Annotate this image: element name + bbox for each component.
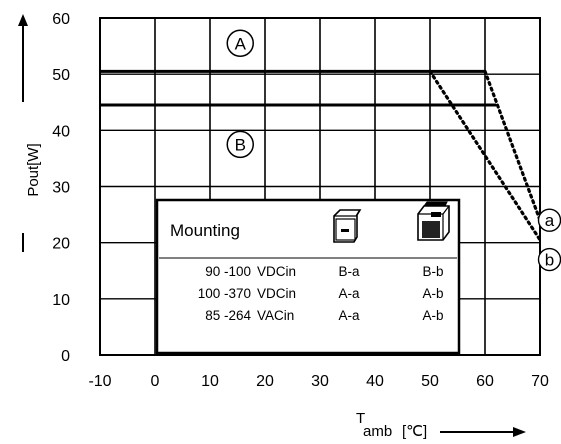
row-horizontal-mount-class: A-a <box>338 286 360 301</box>
x-tick-label: 10 <box>201 373 219 390</box>
y-axis-title: Pout[W] <box>18 14 42 252</box>
y-tick-label: 20 <box>52 236 70 253</box>
y-tick-label: 40 <box>52 123 70 140</box>
mounting-table: Mounting 90 -100 VDCin B-a B-b 100 -370 VDCin… <box>155 198 461 355</box>
plot-frame <box>99 17 541 356</box>
x-axis-label-main: T <box>356 410 365 427</box>
plot-curves <box>100 69 540 242</box>
vertical-mount-icon <box>417 201 450 241</box>
horizontal-mount-icon <box>333 209 362 243</box>
y-axis-arrowhead-icon <box>18 14 28 26</box>
x-tick-label: 30 <box>311 373 329 390</box>
region-B-circle <box>226 130 254 159</box>
region-B-label: B <box>235 135 246 154</box>
row-input-type: VDCin <box>257 286 296 301</box>
x-axis-arrowhead-icon <box>513 427 526 437</box>
curve-b-dotted <box>428 69 540 242</box>
mounting-table-title: Mounting <box>170 221 240 240</box>
row-input-range: 100 -370 <box>198 286 251 301</box>
curve-a-dotted <box>483 69 540 222</box>
x-axis-label-sub: amb <box>363 423 392 440</box>
x-tick-label: 40 <box>366 373 384 390</box>
mounting-table-frame <box>155 198 461 355</box>
y-tick-label: 0 <box>61 348 70 365</box>
x-axis-label-unit: [℃] <box>402 423 427 440</box>
x-tick-label: 0 <box>151 373 160 390</box>
x-tick-label: 50 <box>421 373 439 390</box>
row-input-type: VACin <box>257 308 294 323</box>
x-tick-label: 20 <box>256 373 274 390</box>
row-input-type: VDCin <box>257 264 296 279</box>
tick-labels: -10 0 10 20 30 40 50 60 70 0 10 20 30 40 50 60 <box>52 11 549 390</box>
row-input-range: 85 -264 <box>205 308 251 323</box>
y-tick-label: 30 <box>52 180 70 197</box>
row-horizontal-mount-class: A-a <box>338 308 360 323</box>
region-labels: AB <box>226 29 254 159</box>
x-tick-label: 60 <box>476 373 494 390</box>
curve-b-tag: b <box>545 251 554 270</box>
row-vertical-mount-class: A-b <box>422 308 443 323</box>
y-tick-label: 10 <box>52 292 70 309</box>
mounting-table-rows: 90 -100 VDCin B-a B-b 100 -370 VDCin A-a A-b 85 … <box>198 264 444 323</box>
y-axis-label: Pout[W] <box>25 143 42 196</box>
region-A-label: A <box>235 34 247 53</box>
row-vertical-mount-class: B-b <box>422 264 443 279</box>
row-horizontal-mount-class: B-a <box>338 264 360 279</box>
curve-end-labels: ab <box>537 208 561 272</box>
x-tick-label: 70 <box>531 373 549 390</box>
curve-a-tag: a <box>545 211 555 230</box>
row-input-range: 90 -100 <box>205 264 251 279</box>
y-tick-label: 60 <box>52 11 70 28</box>
y-tick-label: 50 <box>52 67 70 84</box>
x-axis-title: T amb [℃] <box>356 410 526 440</box>
x-tick-label: -10 <box>88 373 111 390</box>
region-A-circle <box>226 29 254 58</box>
row-vertical-mount-class: A-b <box>422 286 443 301</box>
